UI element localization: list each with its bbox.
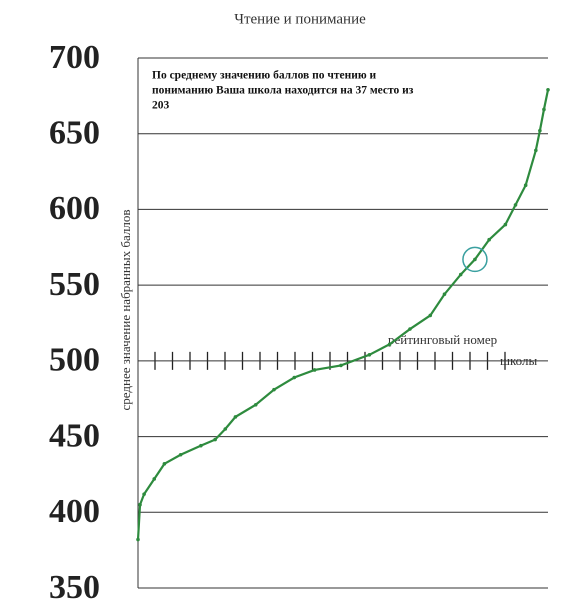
data-point: [428, 313, 433, 318]
data-point: [367, 353, 372, 357]
data-point: [458, 272, 463, 277]
data-point: [199, 443, 203, 448]
data-point: [136, 537, 140, 542]
data-point: [473, 257, 477, 262]
y-tick-label: 450: [49, 417, 100, 454]
data-point: [138, 502, 142, 507]
y-tick-label: 600: [49, 190, 100, 227]
y-tick-label: 500: [49, 342, 100, 379]
data-point: [339, 363, 343, 368]
data-point: [223, 427, 228, 431]
data-point: [408, 327, 412, 331]
data-point: [162, 462, 167, 466]
data-point: [387, 342, 392, 347]
data-point: [292, 375, 297, 380]
data-point: [142, 492, 146, 496]
data-point: [523, 183, 528, 187]
annotation: пониманию Ваша школа находится на 37 мес…: [152, 85, 414, 97]
data-point: [272, 387, 276, 392]
y-axis-label: среднее значение набранных баллов: [118, 210, 133, 411]
y-tick-label: 650: [49, 115, 100, 152]
annotation: По среднему значению баллов по чтению и: [152, 70, 377, 82]
data-point: [534, 148, 538, 153]
highlight-circle: [462, 246, 488, 273]
annotation: 203: [152, 100, 170, 112]
y-tick-label: 400: [49, 493, 100, 530]
data-point: [503, 222, 508, 227]
data-point: [442, 292, 447, 297]
data-point: [513, 203, 518, 207]
data-point: [213, 437, 217, 442]
y-tick-label: 700: [49, 39, 100, 76]
data-point: [487, 237, 491, 242]
x-axis-label: рейтинговый номер: [388, 332, 497, 347]
data-point: [542, 107, 546, 112]
data-point: [312, 368, 317, 372]
y-tick-label: 550: [49, 266, 100, 303]
data-point: [546, 88, 550, 92]
data-line: [136, 89, 550, 540]
data-point: [152, 477, 157, 481]
y-tick-label: 350: [49, 569, 100, 605]
data-point: [253, 402, 258, 407]
data-point: [538, 128, 542, 133]
data-point: [233, 415, 238, 419]
chart-title: Чтение и понимание: [234, 11, 366, 27]
data-point: [178, 452, 183, 457]
